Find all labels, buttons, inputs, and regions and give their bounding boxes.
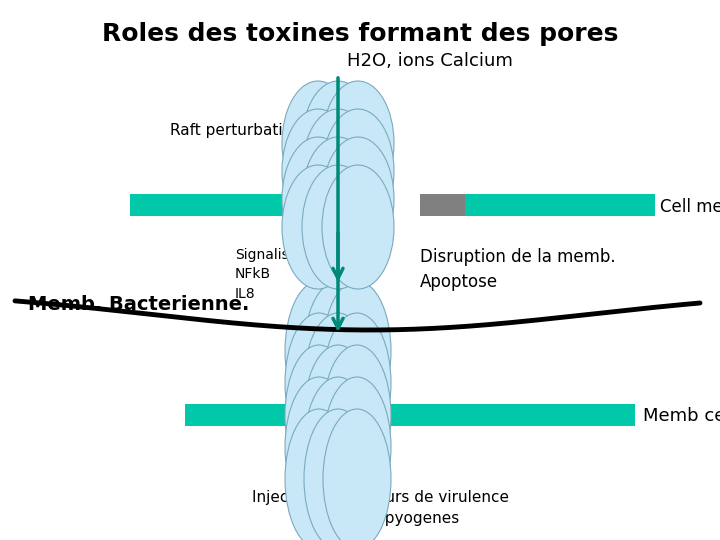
Polygon shape bbox=[286, 240, 314, 262]
Bar bbox=[130, 194, 305, 216]
Ellipse shape bbox=[285, 377, 353, 517]
Ellipse shape bbox=[322, 81, 394, 205]
Ellipse shape bbox=[285, 345, 353, 485]
Ellipse shape bbox=[302, 109, 374, 233]
Text: Signalisation
NFkB
IL8: Signalisation NFkB IL8 bbox=[235, 248, 324, 301]
Text: Cell memb.: Cell memb. bbox=[660, 198, 720, 216]
Bar bbox=[465, 194, 655, 216]
Bar bbox=[305, 194, 345, 216]
Ellipse shape bbox=[304, 409, 372, 540]
Text: Raft perturbation: Raft perturbation bbox=[170, 123, 302, 138]
Ellipse shape bbox=[302, 137, 374, 261]
Bar bbox=[185, 404, 635, 426]
Ellipse shape bbox=[282, 165, 354, 289]
Text: Roles des toxines formant des pores: Roles des toxines formant des pores bbox=[102, 22, 618, 46]
Ellipse shape bbox=[322, 165, 394, 289]
Text: Memb. Bacterienne.: Memb. Bacterienne. bbox=[28, 295, 249, 314]
Ellipse shape bbox=[282, 81, 354, 205]
Ellipse shape bbox=[302, 165, 374, 289]
Ellipse shape bbox=[302, 81, 374, 205]
Ellipse shape bbox=[304, 313, 372, 453]
Ellipse shape bbox=[322, 109, 394, 233]
Ellipse shape bbox=[323, 345, 391, 485]
Ellipse shape bbox=[323, 377, 391, 517]
Bar bbox=[420, 194, 465, 216]
Ellipse shape bbox=[285, 313, 353, 453]
Ellipse shape bbox=[304, 281, 372, 421]
Text: Injection de facteurs de virulence
NADase S. pyogenes: Injection de facteurs de virulence NADas… bbox=[251, 490, 508, 526]
Ellipse shape bbox=[323, 281, 391, 421]
Ellipse shape bbox=[282, 109, 354, 233]
Ellipse shape bbox=[304, 345, 372, 485]
Text: H2O, ions Calcium: H2O, ions Calcium bbox=[347, 52, 513, 70]
Ellipse shape bbox=[285, 281, 353, 421]
Ellipse shape bbox=[322, 137, 394, 261]
Text: Disruption de la memb.
Apoptose: Disruption de la memb. Apoptose bbox=[420, 248, 616, 291]
Ellipse shape bbox=[323, 313, 391, 453]
Ellipse shape bbox=[323, 409, 391, 540]
Ellipse shape bbox=[285, 409, 353, 540]
Ellipse shape bbox=[282, 137, 354, 261]
Ellipse shape bbox=[304, 377, 372, 517]
Text: Memb cell.: Memb cell. bbox=[643, 407, 720, 425]
